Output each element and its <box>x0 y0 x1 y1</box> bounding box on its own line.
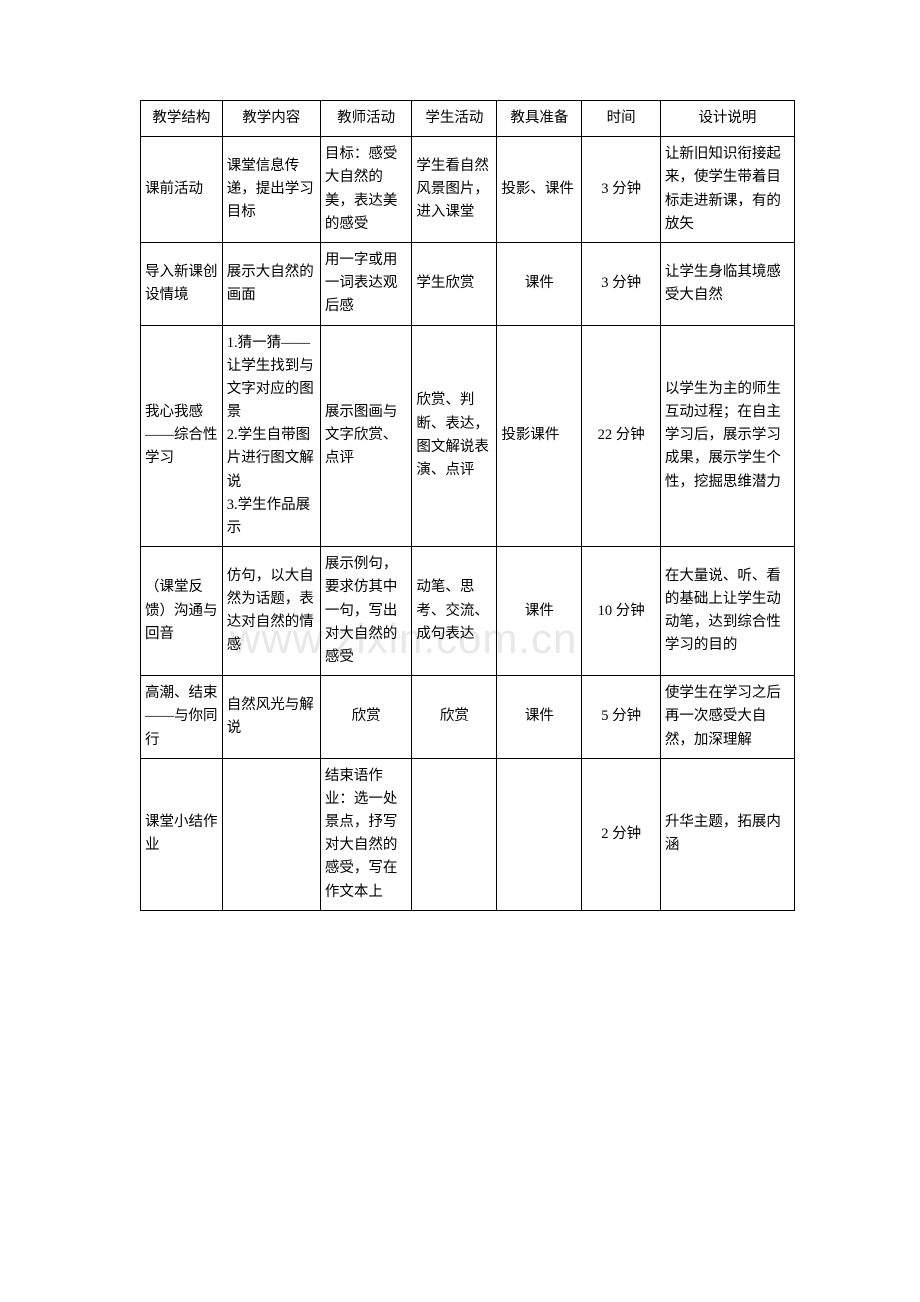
cell-teacher: 用一字或用一词表达观后感 <box>320 242 412 325</box>
cell-content: 展示大自然的画面 <box>222 242 320 325</box>
cell-student: 学生看自然风景图片，进入课堂 <box>412 137 497 243</box>
cell-student: 欣赏 <box>412 676 497 759</box>
header-cell: 教具准备 <box>497 101 582 137</box>
cell-content: 仿句，以大自然为话题，表达对自然的情感 <box>222 547 320 676</box>
cell-structure: 课堂小结作业 <box>141 758 223 910</box>
cell-design: 让新旧知识衔接起来，使学生带着目标走进新课，有的放矢 <box>660 137 794 243</box>
header-cell: 教师活动 <box>320 101 412 137</box>
cell-tools: 课件 <box>497 242 582 325</box>
table-row: 导入新课创设情境 展示大自然的画面 用一字或用一词表达观后感 学生欣赏 课件 3… <box>141 242 795 325</box>
header-cell: 设计说明 <box>660 101 794 137</box>
cell-structure: （课堂反馈）沟通与回音 <box>141 547 223 676</box>
cell-structure: 课前活动 <box>141 137 223 243</box>
cell-student: 动笔、思考、交流、成句表达 <box>412 547 497 676</box>
cell-structure: 导入新课创设情境 <box>141 242 223 325</box>
cell-design: 以学生为主的师生互动过程；在自主学习后，展示学习成果，展示学生个性，挖掘思维潜力 <box>660 325 794 547</box>
table-header-row: 教学结构 教学内容 教师活动 学生活动 教具准备 时间 设计说明 <box>141 101 795 137</box>
lesson-plan-table: 教学结构 教学内容 教师活动 学生活动 教具准备 时间 设计说明 课前活动 课堂… <box>140 100 795 911</box>
cell-time: 3 分钟 <box>582 137 660 243</box>
header-cell: 教学内容 <box>222 101 320 137</box>
table-row: 我心我感——综合性学习 1.猜一猜——让学生找到与文字对应的图景2.学生自带图片… <box>141 325 795 547</box>
cell-content: 课堂信息传递，提出学习目标 <box>222 137 320 243</box>
cell-teacher: 目标：感受大自然的美，表达美的感受 <box>320 137 412 243</box>
cell-student <box>412 758 497 910</box>
cell-tools: 投影课件 <box>497 325 582 547</box>
header-cell: 教学结构 <box>141 101 223 137</box>
cell-content: 1.猜一猜——让学生找到与文字对应的图景2.学生自带图片进行图文解说3.学生作品… <box>222 325 320 547</box>
cell-student: 欣赏、判断、表达，图文解说表演、点评 <box>412 325 497 547</box>
cell-teacher: 结束语作业：选一处景点，抒写对大自然的感受，写在作文本上 <box>320 758 412 910</box>
table-row: （课堂反馈）沟通与回音 仿句，以大自然为话题，表达对自然的情感 展示例句，要求仿… <box>141 547 795 676</box>
cell-student: 学生欣赏 <box>412 242 497 325</box>
cell-tools: 投影、课件 <box>497 137 582 243</box>
cell-time: 3 分钟 <box>582 242 660 325</box>
cell-teacher: 欣赏 <box>320 676 412 759</box>
cell-structure: 我心我感——综合性学习 <box>141 325 223 547</box>
cell-structure: 高潮、结束——与你同行 <box>141 676 223 759</box>
cell-design: 升华主题，拓展内涵 <box>660 758 794 910</box>
table-row: 课前活动 课堂信息传递，提出学习目标 目标：感受大自然的美，表达美的感受 学生看… <box>141 137 795 243</box>
cell-time: 22 分钟 <box>582 325 660 547</box>
cell-teacher: 展示例句，要求仿其中一句，写出对大自然的感受 <box>320 547 412 676</box>
table-row: 高潮、结束——与你同行 自然风光与解说 欣赏 欣赏 课件 5 分钟 使学生在学习… <box>141 676 795 759</box>
table-row: 课堂小结作业 结束语作业：选一处景点，抒写对大自然的感受，写在作文本上 2 分钟… <box>141 758 795 910</box>
cell-design: 使学生在学习之后再一次感受大自然，加深理解 <box>660 676 794 759</box>
cell-teacher: 展示图画与文字欣赏、点评 <box>320 325 412 547</box>
cell-time: 5 分钟 <box>582 676 660 759</box>
cell-tools: 课件 <box>497 547 582 676</box>
cell-design: 在大量说、听、看的基础上让学生动动笔，达到综合性学习的目的 <box>660 547 794 676</box>
header-cell: 时间 <box>582 101 660 137</box>
cell-time: 2 分钟 <box>582 758 660 910</box>
document-page: www.zixin.com.cn 教学结构 教学内容 教师活动 学生活动 教具准… <box>0 0 920 1011</box>
cell-time: 10 分钟 <box>582 547 660 676</box>
header-cell: 学生活动 <box>412 101 497 137</box>
cell-content <box>222 758 320 910</box>
cell-design: 让学生身临其境感受大自然 <box>660 242 794 325</box>
cell-content: 自然风光与解说 <box>222 676 320 759</box>
cell-tools: 课件 <box>497 676 582 759</box>
cell-tools <box>497 758 582 910</box>
